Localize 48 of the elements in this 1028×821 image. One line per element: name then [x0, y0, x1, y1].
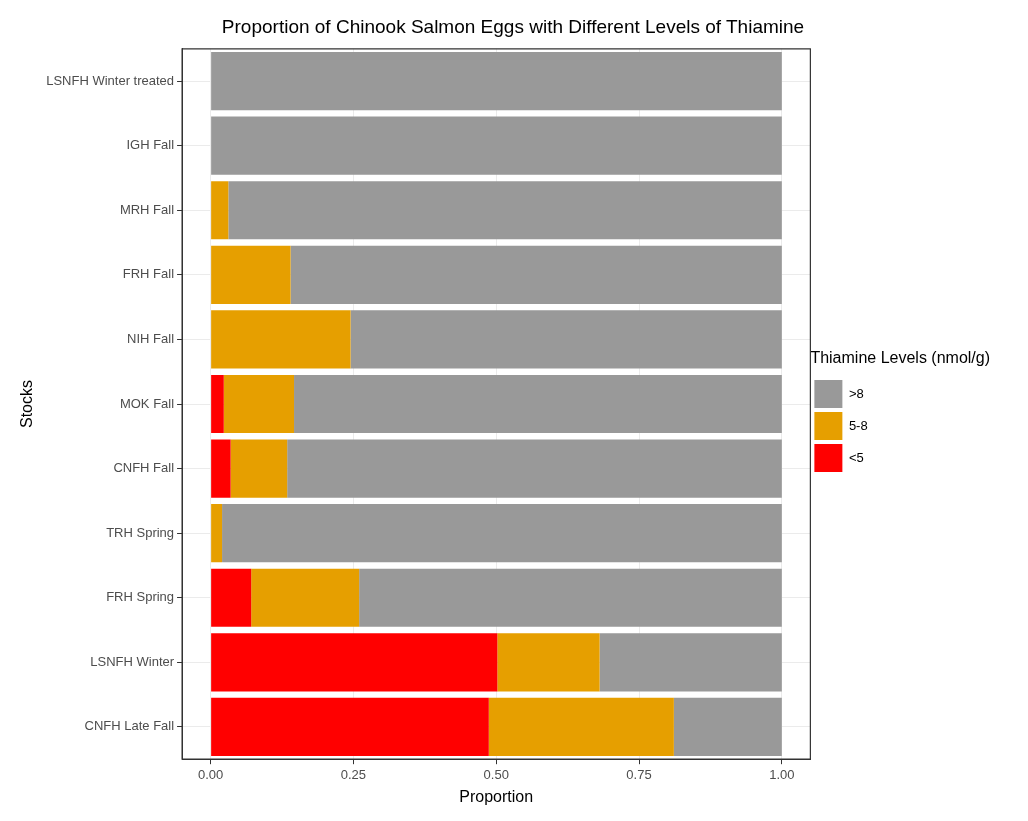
x-tick-label: 1.00: [769, 766, 795, 782]
y-tick-label: FRH Spring: [106, 589, 175, 605]
bar: [211, 697, 489, 756]
bar: [290, 245, 782, 304]
bar: [211, 310, 351, 369]
y-tick-label: CNFH Late Fall: [84, 718, 175, 734]
bar: [230, 439, 288, 498]
legend-label: <5: [848, 449, 864, 465]
y-tick-label: TRH Spring: [106, 524, 175, 540]
bar: [673, 697, 782, 756]
bar: [599, 633, 782, 692]
bar: [211, 633, 498, 692]
x-axis-title: Proportion: [459, 787, 534, 805]
bar: [251, 568, 360, 627]
bar: [211, 568, 252, 627]
bar: [211, 181, 229, 240]
y-tick-label: MOK Fall: [119, 395, 175, 411]
chart-title: Proportion of Chinook Salmon Eggs with Different Levels of Thiamine: [221, 15, 805, 37]
y-tick-label: MRH Fall: [119, 201, 175, 217]
bar: [223, 374, 295, 434]
legend-title: Thiamine Levels (nmol/g): [810, 349, 990, 367]
bar: [211, 245, 291, 304]
bar: [211, 439, 231, 498]
bar: [211, 52, 782, 111]
bar: [211, 374, 224, 434]
y-tick-label: LSNFH Winter: [90, 653, 175, 669]
y-tick-label: IGH Fall: [126, 137, 175, 153]
bar: [211, 116, 782, 175]
bar: [488, 697, 674, 756]
y-tick-label: NIH Fall: [127, 331, 175, 346]
x-tick-label: 0.75: [626, 766, 652, 782]
bar: [287, 439, 782, 498]
y-axis-title: Stocks: [18, 379, 36, 429]
bar: [497, 633, 600, 692]
x-tick-label: 0.00: [197, 766, 224, 782]
x-tick-label: 0.50: [483, 766, 509, 782]
y-tick-label: FRH Fall: [122, 266, 175, 282]
bar: [294, 374, 782, 434]
bar: [222, 504, 782, 563]
bar: [211, 504, 223, 563]
bar: [359, 568, 782, 627]
legend-label: >8: [848, 385, 864, 401]
bar: [228, 181, 782, 240]
bar: [350, 310, 782, 369]
y-tick-label: CNFH Fall: [113, 460, 175, 476]
y-tick-label: LSNFH Winter treated: [46, 72, 175, 88]
legend-label: 5-8: [848, 417, 868, 433]
x-tick-label: 0.25: [340, 766, 367, 782]
